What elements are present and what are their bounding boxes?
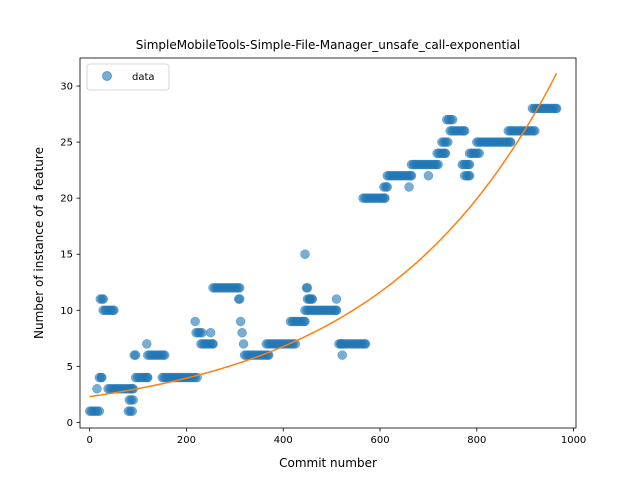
data-point [380, 193, 390, 203]
fit-line-group [89, 72, 558, 398]
data-point [474, 148, 484, 159]
x-tick-label: 200 [177, 435, 196, 446]
y-tick-label: 15 [60, 250, 73, 261]
data-point [159, 350, 170, 360]
data-point [92, 384, 102, 394]
y-axis-title: Number of instance of a feature [32, 147, 46, 339]
y-tick-label: 30 [60, 82, 73, 93]
data-point [404, 182, 414, 192]
legend: data [86, 63, 170, 91]
x-tick-label: 800 [467, 435, 486, 446]
data-point [300, 249, 310, 259]
legend-box [86, 63, 170, 91]
plot-frame [79, 57, 577, 429]
data-point [337, 350, 348, 360]
data-point [205, 327, 216, 338]
data-point [433, 159, 443, 170]
data-point [423, 170, 434, 181]
data-point [307, 294, 318, 304]
data-point [382, 182, 393, 192]
y-axis: 0 5 10 15 20 25 30 [60, 82, 80, 429]
data-point [142, 339, 152, 349]
y-tick-label: 0 [67, 418, 73, 429]
data-point [551, 103, 562, 114]
data-point [440, 148, 451, 159]
x-tick-label: 400 [274, 435, 293, 446]
data-point [190, 316, 200, 327]
data-point [331, 305, 342, 316]
data-point [464, 170, 475, 181]
data-point [98, 294, 108, 304]
x-tick-label: 600 [370, 435, 389, 446]
data-point [360, 339, 371, 349]
y-tick-label: 10 [60, 306, 73, 317]
data-point [464, 159, 475, 170]
data-point [302, 283, 313, 293]
x-axis-title: Commit number [279, 456, 377, 470]
data-point [235, 316, 246, 327]
data-point [447, 114, 458, 125]
data-point [300, 316, 310, 327]
y-tick-label: 5 [67, 362, 73, 373]
data-point [505, 137, 516, 147]
data-point [128, 395, 138, 405]
data-point [197, 327, 207, 338]
legend-marker-data [102, 71, 112, 81]
data-point [234, 283, 245, 293]
data-point [208, 339, 218, 349]
data-point [109, 305, 119, 316]
data-point [238, 339, 249, 349]
data-point [130, 350, 141, 360]
data-point [406, 170, 417, 181]
data-point [97, 372, 107, 383]
y-tick-label: 20 [60, 194, 73, 205]
data-point [234, 294, 245, 304]
fit-line [89, 72, 558, 398]
data-point [94, 406, 105, 416]
data-point [331, 294, 342, 304]
data-point [443, 137, 453, 147]
y-tick-label: 25 [60, 138, 73, 149]
legend-label-data: data [132, 72, 155, 83]
data-point [127, 406, 138, 416]
x-tick-label: 1000 [561, 435, 586, 446]
data-point [143, 372, 153, 383]
data-point [237, 327, 247, 338]
data-point [530, 126, 540, 136]
data-point [459, 126, 470, 136]
x-axis: 0 200 400 600 800 1000 [86, 428, 586, 446]
chart-title: SimpleMobileTools-Simple-File-Manager_un… [136, 38, 520, 52]
x-tick-label: 0 [86, 435, 92, 446]
